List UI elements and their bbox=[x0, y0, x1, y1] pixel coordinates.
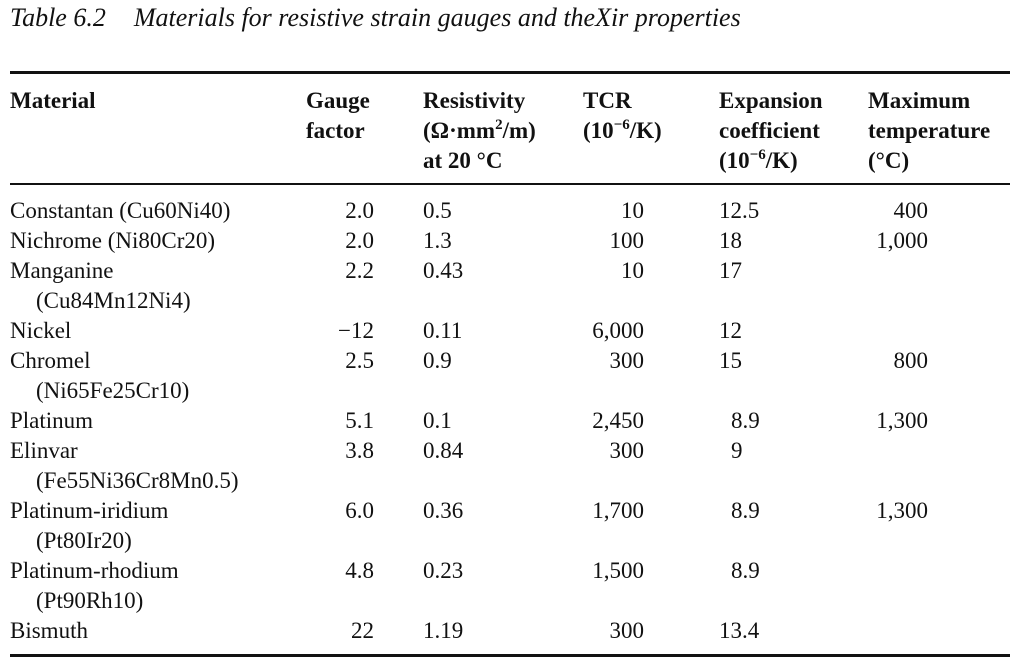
table-row: Nichrome (Ni80Cr20) 2.0 1.3 100 18 1,000 bbox=[10, 228, 928, 253]
table-row: Constantan (Cu60Ni40) 2.0 0.5 10 12.5 40… bbox=[10, 198, 928, 223]
header-resistivity: Resistivity (Ω·mm2/m) at 20 °C bbox=[423, 88, 536, 173]
top-rule bbox=[10, 71, 1010, 74]
header-expansion: Expansion coefficient (10−6/K) bbox=[719, 88, 823, 173]
table-row: Manganine (Cu84Mn12Ni4) 2.2 0.43 10 17 bbox=[10, 258, 742, 313]
table-caption: Table 6.2 Materials for resistive strain … bbox=[10, 3, 741, 33]
table-number: Table 6.2 bbox=[10, 3, 106, 32]
header-max-temp: Maximum temperature (°C) bbox=[868, 88, 991, 173]
header-gauge-factor: Gauge factor bbox=[306, 88, 370, 143]
table-row: Nickel −12 0.11 6,000 12 bbox=[10, 318, 742, 343]
table-row: Elinvar (Fe55Ni36Cr8Mn0.5) 3.8 0.84 300 … bbox=[10, 438, 743, 493]
table-row: Platinum-rhodium (Pt90Rh10) 4.8 0.23 1,5… bbox=[10, 558, 760, 613]
table-row: Bismuth 22 1.19 300 13.4 bbox=[10, 618, 760, 643]
header-tcr: TCR (10−6/K) bbox=[583, 88, 662, 143]
header-material: Material bbox=[10, 88, 96, 113]
header-rule bbox=[10, 183, 1010, 185]
table-title: Materials for resistive strain gauges an… bbox=[133, 3, 741, 32]
bottom-rule bbox=[10, 654, 1010, 657]
table-row: Platinum 5.1 0.1 2,450 8.9 1,300 bbox=[10, 408, 928, 433]
table-row: Platinum-iridium (Pt80Ir20) 6.0 0.36 1,7… bbox=[10, 498, 928, 553]
table-row: Chromel (Ni65Fe25Cr10) 2.5 0.9 300 15 80… bbox=[10, 348, 928, 403]
